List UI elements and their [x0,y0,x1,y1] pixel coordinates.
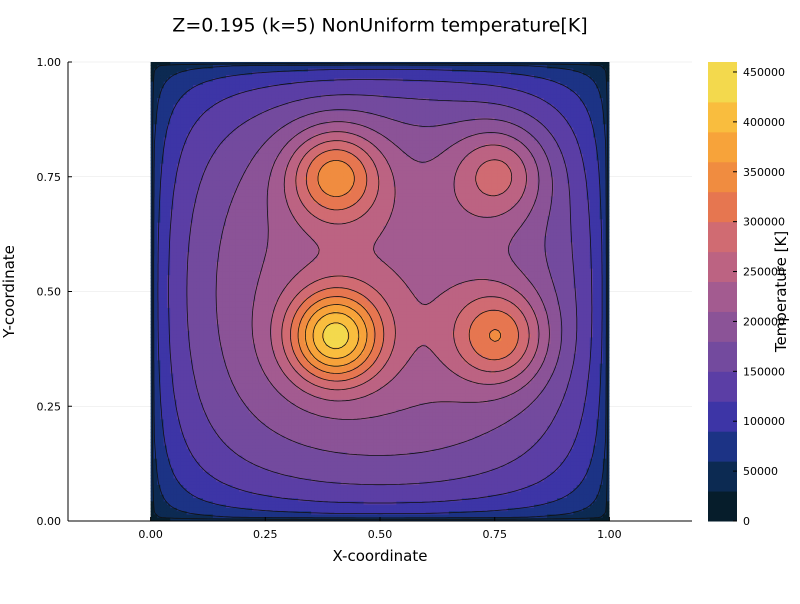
contour-field [151,62,610,522]
